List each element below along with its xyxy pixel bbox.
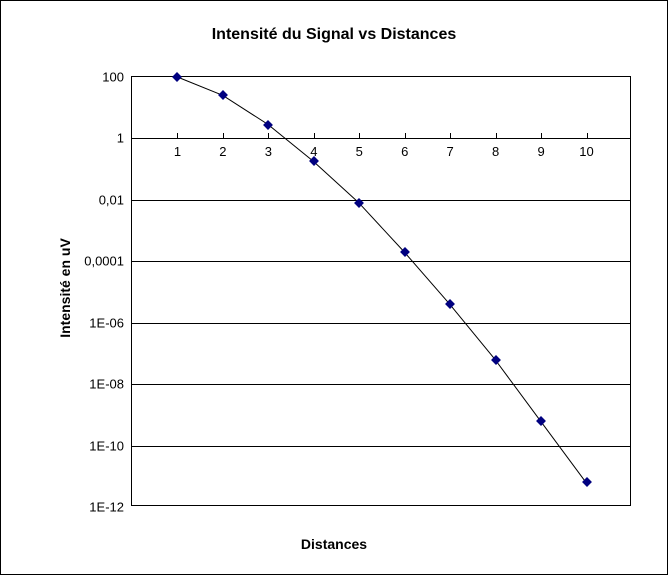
chart-line-layer [132,77,630,505]
grid-line [132,138,630,139]
y-tick-label: 0,01 [99,192,132,207]
x-tick-label: 7 [447,144,454,159]
y-axis-label: Intensité en uV [57,238,73,338]
grid-line [132,384,630,385]
x-tick-label: 3 [265,144,272,159]
x-tick-label: 9 [537,144,544,159]
x-tick [177,133,178,138]
x-tick-label: 2 [219,144,226,159]
x-tick [359,133,360,138]
y-tick-label: 100 [102,70,132,85]
grid-line [132,261,630,262]
x-tick [450,133,451,138]
x-tick-label: 1 [174,144,181,159]
x-tick-label: 6 [401,144,408,159]
y-tick-label: 1 [117,131,132,146]
x-tick-label: 8 [492,144,499,159]
y-tick-label: 0,0001 [84,254,132,269]
y-tick-label: 1E-10 [89,438,132,453]
grid-line [132,446,630,447]
chart-title: Intensité du Signal vs Distances [1,26,667,44]
x-tick [223,133,224,138]
y-tick-label: 1E-12 [89,500,132,515]
x-axis-label: Distances [1,536,667,552]
y-tick-label: 1E-06 [89,315,132,330]
x-tick [496,133,497,138]
y-tick-label: 1E-08 [89,377,132,392]
x-tick [405,133,406,138]
x-tick-label: 5 [356,144,363,159]
x-tick [268,133,269,138]
plot-area: 10010,010,00011E-061E-081E-101E-12123456… [131,76,631,506]
x-tick-label: 10 [579,144,593,159]
x-tick [541,133,542,138]
grid-line [132,323,630,324]
grid-line [132,200,630,201]
x-tick [587,133,588,138]
chart-container: Intensité du Signal vs Distances Intensi… [0,0,668,575]
x-tick [314,133,315,138]
